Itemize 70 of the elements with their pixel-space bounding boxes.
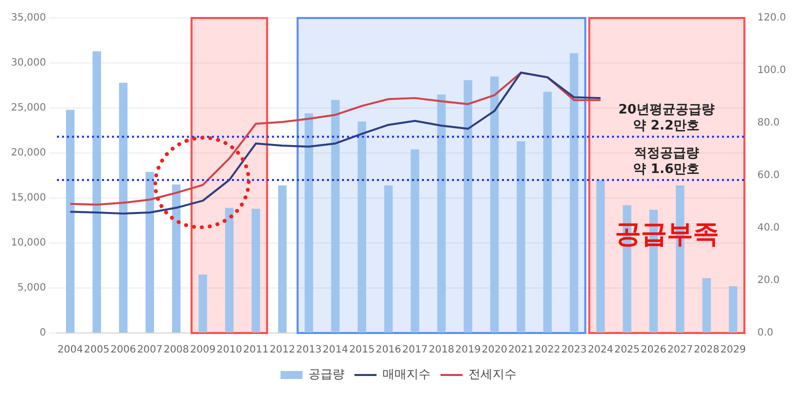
y2-tick-label: 0.0 (757, 328, 774, 339)
bar (728, 286, 738, 332)
y-tick-label: 5,000 (17, 282, 46, 294)
bar (384, 185, 393, 332)
y-tick-label: 30,000 (10, 58, 46, 69)
legend-label: 전세지수 (468, 367, 516, 382)
x-tick-label: 2015 (349, 344, 375, 356)
x-tick-label: 2020 (482, 344, 508, 356)
x-tick-label: 2011 (243, 344, 269, 356)
y-tick-label: 35,000 (10, 12, 46, 24)
bar (278, 185, 287, 332)
x-tick-label: 2012 (270, 344, 296, 356)
x-tick-label: 2017 (402, 344, 428, 356)
bar (172, 184, 181, 332)
y-tick-label: 15,000 (10, 192, 46, 204)
x-tick-label: 2027 (667, 344, 693, 356)
x-tick-label: 2018 (428, 344, 454, 356)
bar (331, 100, 340, 332)
x-tick-label: 2023 (561, 344, 587, 356)
bar (410, 149, 420, 332)
ref-line-label: 20년평균공급량 약 2.2만호 (618, 102, 714, 134)
y-tick-label: 0 (40, 328, 46, 339)
x-tick-label: 2016 (376, 344, 402, 356)
x-tick-label: 2025 (614, 344, 640, 356)
bar (146, 172, 154, 332)
legend-label: 공급량 (308, 367, 344, 382)
y2-tick-label: 80.0 (757, 118, 780, 129)
x-tick-label: 2005 (84, 344, 110, 356)
bar (66, 110, 74, 332)
y2-tick-label: 20.0 (757, 275, 780, 286)
y2-tick-label: 60.0 (757, 170, 780, 182)
bar (198, 274, 208, 332)
x-tick-label: 2004 (58, 344, 83, 356)
bar (490, 76, 499, 332)
legend-label: 매매지수 (382, 367, 430, 382)
x-tick-label: 2029 (720, 344, 746, 356)
bar (225, 208, 234, 332)
bar (570, 53, 578, 332)
x-tick-label: 2007 (137, 344, 163, 356)
bar (464, 80, 472, 332)
x-tick-label: 2013 (296, 344, 322, 356)
x-tick-label: 2026 (640, 344, 666, 356)
bar (252, 208, 260, 332)
x-tick-label: 2021 (508, 344, 534, 356)
y-tick-label: 10,000 (10, 238, 46, 249)
bar (304, 113, 314, 332)
x-tick-label: 2008 (164, 344, 190, 356)
y2-tick-label: 40.0 (757, 222, 780, 234)
bar (702, 278, 711, 332)
x-tick-label: 2028 (694, 344, 720, 356)
band-label: 공급부족 (614, 219, 719, 250)
y2-tick-label: 120.0 (757, 12, 786, 24)
y-tick-label: 25,000 (10, 102, 46, 114)
bar (358, 122, 366, 332)
x-tick-label: 2010 (216, 344, 242, 356)
x-tick-label: 2024 (588, 344, 614, 356)
x-tick-label: 2009 (190, 344, 216, 356)
x-tick-label: 2006 (110, 344, 136, 356)
ref-line-label: 적정공급량 약 1.6만호 (633, 146, 700, 177)
bar (516, 141, 526, 332)
bar (543, 92, 552, 332)
bar (92, 51, 102, 332)
x-tick-label: 2022 (534, 344, 560, 356)
y-tick-label: 20,000 (10, 148, 46, 159)
bar (596, 180, 605, 332)
bar (119, 82, 128, 332)
y2-tick-label: 100.0 (757, 65, 786, 76)
bar (437, 94, 446, 332)
x-tick-label: 2014 (322, 344, 348, 356)
x-tick-label: 2019 (455, 344, 481, 356)
